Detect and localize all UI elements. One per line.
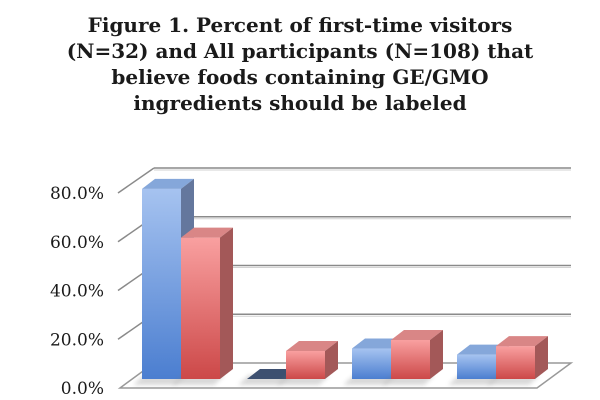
bar-front xyxy=(286,350,325,379)
bar-top xyxy=(181,227,233,238)
chart-title-line: believe foods containing GE/GMO xyxy=(111,65,489,89)
y-tick-label: 60.0% xyxy=(50,233,104,253)
bar-front xyxy=(142,188,181,379)
bar-front xyxy=(352,348,391,379)
bar-front xyxy=(496,346,535,379)
bar-side xyxy=(535,336,548,379)
bar-front xyxy=(391,340,430,379)
bar-side xyxy=(220,227,233,379)
y-tick-line xyxy=(117,167,155,194)
bar-front xyxy=(181,237,220,379)
bar-top xyxy=(286,340,338,351)
y-tick-label: 40.0% xyxy=(50,282,104,302)
chart-title-line: Figure 1. Percent of first-time visitors xyxy=(87,13,513,37)
bar-front xyxy=(457,354,496,379)
bar-side xyxy=(325,340,338,379)
bar-top xyxy=(391,330,443,340)
bar-top xyxy=(496,336,548,347)
bar-side xyxy=(430,330,443,379)
y-tick-label: 20.0% xyxy=(50,330,104,350)
y-tick-label: 80.0% xyxy=(50,184,104,204)
chart-title: Figure 1. Percent of first-time visitors… xyxy=(0,12,600,116)
bar-top xyxy=(142,178,194,189)
y-tick-label: 0.0% xyxy=(61,379,104,399)
chart-title-line: (N=32) and All participants (N=108) that xyxy=(66,39,534,63)
chart-title-line: ingredients should be labeled xyxy=(133,91,467,115)
